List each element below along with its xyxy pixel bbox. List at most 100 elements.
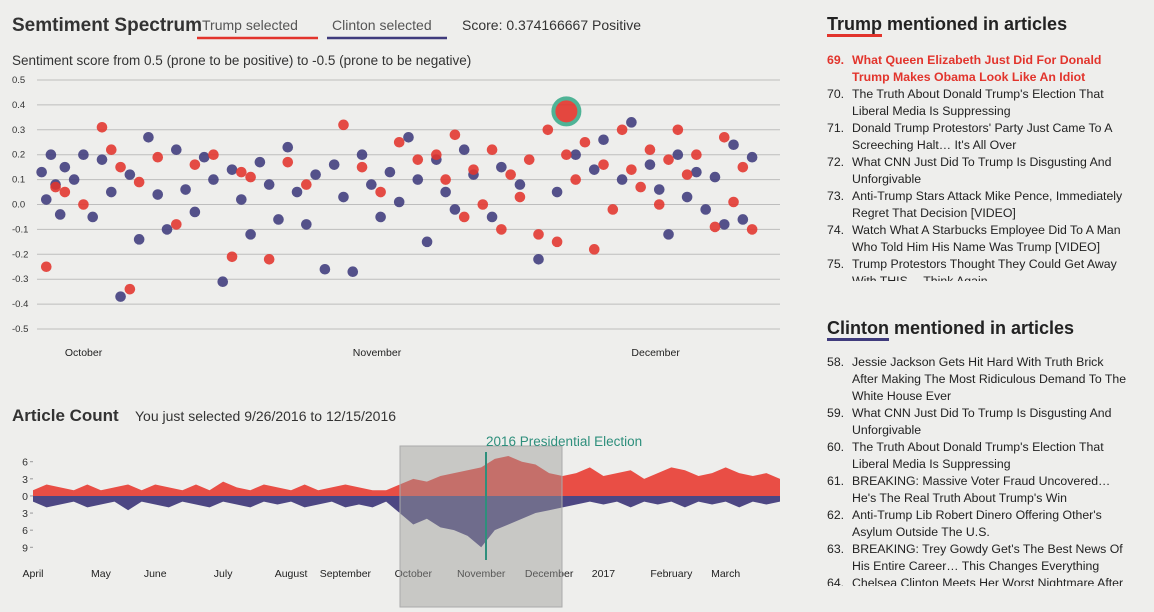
article[interactable]: 70. The Truth About Donald Trump's Electi… [827, 86, 1137, 120]
point[interactable] [626, 164, 637, 175]
point[interactable] [653, 184, 665, 195]
point[interactable] [514, 191, 526, 203]
point[interactable] [607, 204, 619, 215]
point[interactable] [449, 129, 461, 141]
point[interactable] [653, 199, 665, 210]
point[interactable] [133, 234, 145, 245]
point[interactable] [570, 174, 581, 185]
point[interactable] [217, 276, 229, 287]
point[interactable] [301, 219, 312, 230]
point[interactable] [356, 149, 368, 160]
point[interactable] [440, 174, 451, 185]
article[interactable]: 62. Anti-Trump Lib Robert Dinero Offering… [827, 507, 1137, 541]
point[interactable] [403, 131, 414, 143]
point[interactable] [588, 244, 600, 255]
point[interactable] [579, 136, 591, 148]
point[interactable] [152, 151, 164, 163]
point[interactable] [561, 149, 572, 160]
point[interactable] [263, 179, 275, 190]
point[interactable] [431, 149, 442, 160]
point[interactable] [412, 154, 424, 165]
point[interactable] [189, 159, 201, 170]
point[interactable] [691, 149, 702, 160]
point[interactable] [644, 144, 656, 156]
point[interactable] [616, 124, 628, 136]
point[interactable] [663, 154, 674, 165]
point[interactable] [78, 199, 89, 210]
point[interactable] [449, 204, 461, 215]
point[interactable] [616, 174, 628, 185]
point[interactable] [672, 124, 684, 136]
point[interactable] [533, 229, 544, 240]
point[interactable] [54, 209, 66, 220]
point[interactable] [171, 144, 182, 156]
article[interactable]: 73. Anti-Trump Stars Attack Mike Pence, I… [827, 188, 1137, 222]
article[interactable]: 72. What CNN Just Did To Trump Is Disgust… [827, 154, 1137, 188]
point[interactable] [542, 124, 554, 136]
article[interactable]: 75. Trump Protestors Thought They Could G… [827, 256, 1137, 281]
article[interactable]: 64. Chelsea Clinton Meets Her Worst Night… [827, 575, 1137, 586]
point[interactable] [236, 166, 247, 178]
point[interactable] [672, 149, 684, 160]
article[interactable]: 61. BREAKING: Massive Voter Fraud Uncover… [827, 473, 1137, 507]
point[interactable] [40, 194, 52, 205]
point[interactable] [681, 169, 693, 180]
point[interactable] [45, 149, 57, 160]
article[interactable]: 71. Donald Trump Protestors' Party Just C… [827, 120, 1137, 154]
tab[interactable]: Clinton selected [332, 17, 432, 33]
point[interactable] [718, 131, 730, 143]
point[interactable] [384, 166, 396, 178]
point[interactable] [50, 181, 61, 193]
point[interactable] [626, 117, 637, 128]
point[interactable] [746, 224, 758, 235]
point[interactable] [393, 136, 405, 148]
point[interactable] [496, 161, 507, 173]
point[interactable] [523, 154, 535, 165]
point[interactable] [737, 161, 749, 173]
point[interactable] [133, 176, 145, 188]
point[interactable] [59, 186, 71, 198]
point[interactable] [40, 261, 52, 273]
point[interactable] [291, 186, 303, 198]
point[interactable] [115, 161, 126, 173]
point[interactable] [208, 149, 219, 160]
point[interactable] [356, 161, 368, 173]
point[interactable] [709, 171, 721, 183]
point[interactable] [282, 156, 294, 168]
point[interactable] [96, 122, 108, 133]
point[interactable] [180, 184, 191, 195]
point[interactable] [310, 169, 321, 180]
point[interactable] [59, 161, 71, 173]
point[interactable] [700, 204, 711, 215]
point[interactable] [728, 196, 739, 208]
point[interactable] [263, 253, 275, 265]
point[interactable] [486, 144, 498, 156]
article[interactable]: 63. BREAKING: Trey Gowdy Get's The Best N… [827, 541, 1137, 575]
point[interactable] [421, 236, 433, 248]
point[interactable] [366, 179, 377, 190]
point[interactable] [338, 119, 349, 131]
point[interactable] [691, 166, 702, 178]
point[interactable] [87, 211, 99, 223]
selection-brush[interactable] [399, 445, 563, 608]
point[interactable] [598, 134, 609, 146]
point[interactable] [347, 266, 359, 278]
point[interactable] [514, 179, 526, 190]
point[interactable] [737, 214, 749, 225]
point[interactable] [236, 194, 247, 205]
point[interactable] [728, 139, 739, 151]
point[interactable] [598, 159, 609, 170]
point[interactable] [458, 144, 470, 156]
point[interactable] [115, 291, 126, 302]
point[interactable] [301, 179, 312, 190]
article[interactable]: 69. What Queen Elizabeth Just Did For Don… [827, 52, 1137, 86]
point[interactable] [393, 196, 405, 208]
point[interactable] [143, 131, 154, 143]
point[interactable] [440, 186, 451, 198]
point[interactable] [635, 181, 646, 193]
point[interactable] [96, 154, 108, 165]
point[interactable] [551, 186, 563, 198]
point[interactable] [68, 174, 80, 185]
point[interactable] [375, 211, 386, 223]
point[interactable] [486, 211, 498, 223]
